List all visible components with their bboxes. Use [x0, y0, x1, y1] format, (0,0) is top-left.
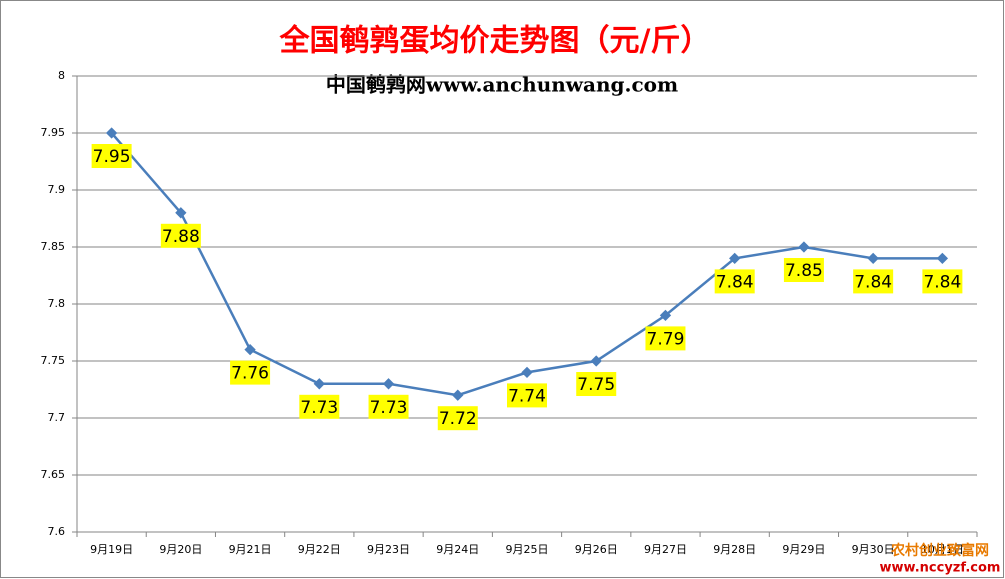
data-marker — [521, 366, 533, 379]
data-label: 7.85 — [785, 261, 823, 281]
x-tick-label: 9月20日 — [159, 543, 202, 556]
y-tick-label: 7.65 — [41, 468, 66, 481]
y-tick-label: 7.8 — [48, 297, 66, 310]
data-label: 7.84 — [923, 272, 961, 292]
data-label-box — [714, 269, 755, 294]
x-tick-label: 9月27日 — [644, 543, 687, 556]
data-label-box — [645, 326, 686, 351]
data-label-box — [91, 144, 132, 168]
data-marker — [936, 252, 949, 265]
data-label: 7.73 — [370, 398, 408, 418]
x-tick-label: 9月24日 — [436, 543, 479, 556]
x-tick-label: 9月29日 — [782, 543, 825, 556]
data-marker — [798, 241, 810, 253]
data-marker — [590, 355, 602, 367]
x-tick-label: 9月22日 — [298, 543, 341, 556]
data-marker — [175, 207, 187, 219]
data-marker — [244, 343, 256, 356]
watermark: www.nccyzf.com — [880, 561, 1001, 576]
data-label: 7.74 — [508, 386, 546, 406]
data-label: 7.84 — [716, 272, 754, 292]
data-label-box — [437, 406, 478, 431]
data-marker — [659, 309, 672, 322]
watermark: 农村创业致富网 — [890, 542, 989, 559]
y-tick-label: 7.95 — [41, 126, 66, 139]
y-tick-label: 7.9 — [48, 183, 66, 196]
data-marker — [382, 378, 395, 390]
data-label: 7.88 — [162, 227, 200, 247]
x-tick-label: 9月26日 — [575, 543, 618, 556]
data-marker — [729, 252, 741, 265]
data-label: 7.79 — [647, 329, 685, 349]
x-tick-label: 10月1日 — [921, 543, 964, 556]
data-marker — [313, 378, 325, 390]
data-label: 7.84 — [854, 272, 892, 292]
y-tick-label: 7.7 — [48, 411, 66, 424]
chart-title: 全国鹌鹑蛋均价走势图（元/斤） — [279, 24, 711, 59]
x-tick-label: 9月21日 — [229, 543, 272, 556]
data-label-box — [368, 394, 409, 419]
y-tick-label: 7.6 — [48, 525, 66, 538]
x-tick-label: 9月28日 — [713, 543, 756, 556]
data-marker — [452, 389, 464, 401]
data-label-box — [160, 223, 201, 248]
data-label: 7.73 — [300, 398, 338, 418]
y-tick-label: 8 — [58, 69, 65, 82]
data-label: 7.76 — [231, 364, 269, 384]
x-tick-label: 9月19日 — [90, 543, 133, 556]
data-label: 7.72 — [439, 409, 477, 429]
data-label-box — [230, 360, 271, 385]
data-label-box — [853, 269, 894, 294]
data-marker — [867, 252, 879, 265]
data-label-box — [299, 394, 340, 419]
data-label-box — [576, 372, 617, 396]
data-label-box — [783, 258, 824, 282]
data-label: 7.75 — [577, 375, 615, 395]
y-tick-label: 7.75 — [41, 354, 66, 367]
y-tick-label: 7.85 — [41, 240, 66, 253]
data-label-box — [507, 383, 547, 408]
x-tick-label: 9月23日 — [367, 543, 410, 556]
data-label: 7.95 — [93, 147, 131, 167]
data-label-box — [922, 269, 963, 294]
x-tick-label: 9月25日 — [506, 543, 549, 556]
x-tick-label: 9月30日 — [852, 543, 895, 556]
